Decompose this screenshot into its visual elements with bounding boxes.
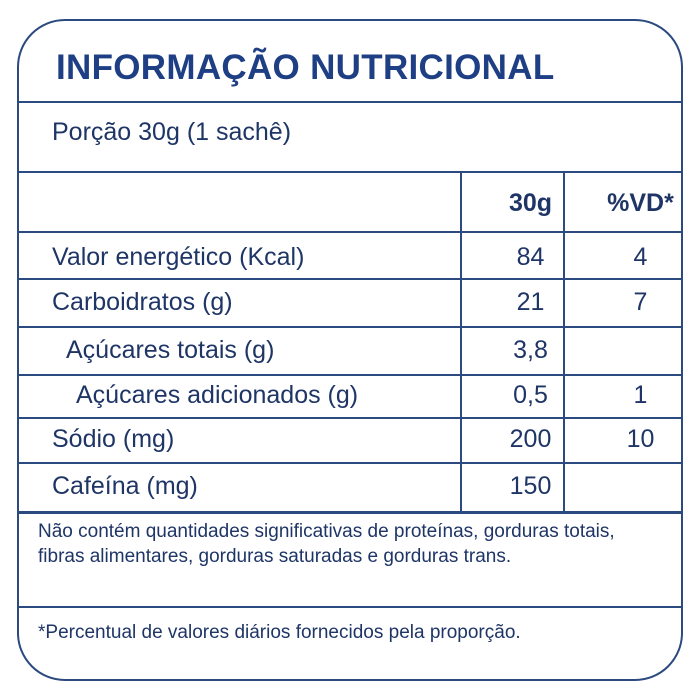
nutrient-amount: 0,5 bbox=[513, 381, 548, 409]
nutrient-dv: 10 bbox=[626, 425, 655, 453]
nutrient-dv: 1 bbox=[633, 381, 648, 409]
divider bbox=[18, 101, 682, 103]
nutrition-label-border bbox=[17, 19, 683, 681]
portion-size: Porção 30g (1 sachê) bbox=[52, 118, 292, 146]
nutrient-label: Açúcares adicionados (g) bbox=[76, 381, 359, 409]
divider bbox=[18, 511, 682, 514]
amount-column-header: 30g bbox=[508, 189, 553, 217]
nutrient-label: Sódio (mg) bbox=[52, 425, 175, 453]
divider bbox=[18, 326, 682, 328]
nutrient-label: Valor energético (Kcal) bbox=[52, 243, 305, 271]
column-divider bbox=[563, 172, 565, 513]
divider bbox=[18, 417, 682, 419]
nutrient-amount: 200 bbox=[509, 425, 552, 453]
footnote: *Percentual de valores diários fornecido… bbox=[38, 622, 521, 643]
label-title: INFORMAÇÃO NUTRICIONAL bbox=[56, 48, 555, 87]
nutrient-amount: 150 bbox=[509, 472, 552, 500]
nutrient-label: Cafeína (mg) bbox=[52, 472, 198, 500]
divider bbox=[18, 171, 682, 173]
divider bbox=[18, 606, 682, 608]
nutrient-dv: 4 bbox=[633, 243, 648, 271]
nutrient-note: Não contém quantidades significativas de… bbox=[38, 521, 615, 567]
nutrient-amount: 3,8 bbox=[513, 336, 548, 364]
divider bbox=[18, 278, 682, 280]
nutrient-label: Carboidratos (g) bbox=[52, 288, 233, 316]
divider bbox=[18, 374, 682, 376]
divider bbox=[18, 231, 682, 233]
dv-column-header: %VD* bbox=[607, 189, 674, 217]
divider bbox=[18, 462, 682, 464]
nutrient-amount: 21 bbox=[516, 288, 545, 316]
nutrient-dv: 7 bbox=[633, 288, 648, 316]
nutrient-amount: 84 bbox=[516, 243, 545, 271]
nutrient-label: Açúcares totais (g) bbox=[66, 336, 275, 364]
column-divider bbox=[460, 172, 462, 513]
